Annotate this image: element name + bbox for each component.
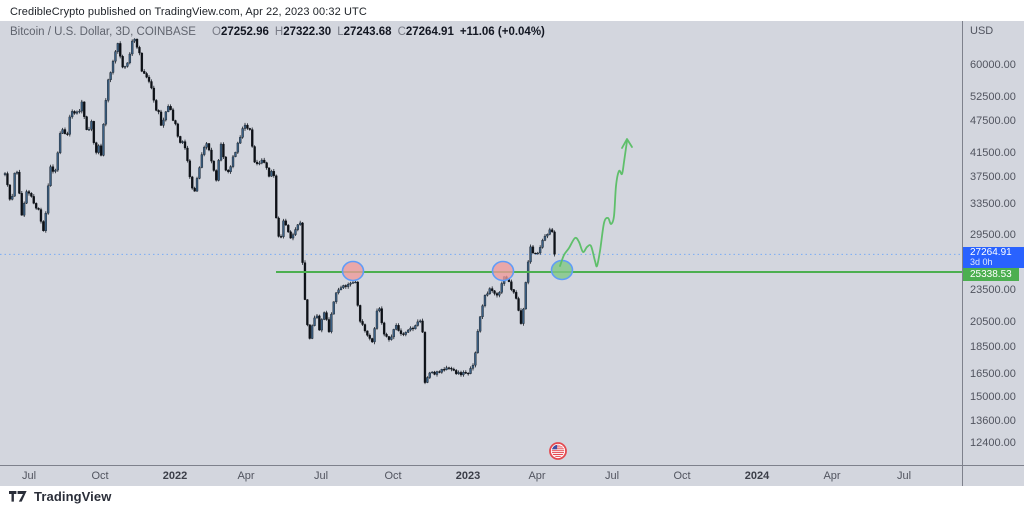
close-value: 27264.91 xyxy=(405,26,454,38)
open-label: O xyxy=(211,26,221,38)
current-price-value: 27264.91 xyxy=(970,247,1012,258)
candles-down xyxy=(6,38,556,383)
time-tick-label: Jul xyxy=(313,470,329,482)
time-tick-label: Jul xyxy=(604,470,620,482)
time-tick-label: Jul xyxy=(21,470,37,482)
price-tick-label: 16500.00 xyxy=(970,368,1016,381)
high-label: H xyxy=(274,26,284,38)
bar-countdown: 3d 0h xyxy=(970,257,993,267)
price-tick-label: 15000.00 xyxy=(970,391,1016,404)
publish-info: CredibleCrypto published on TradingView.… xyxy=(10,4,367,20)
price-tick-label: 12400.00 xyxy=(970,437,1016,449)
time-tick-label: Jul xyxy=(896,470,912,482)
projection-arrow[interactable] xyxy=(559,140,628,268)
time-tick-label: 2024 xyxy=(744,470,770,482)
time-tick-label: 2022 xyxy=(162,470,188,482)
time-tick-label: 2023 xyxy=(455,470,481,482)
tradingview-brand-text: TradingView xyxy=(34,489,112,504)
publish-text: CredibleCrypto published on TradingView.… xyxy=(10,6,367,18)
price-tick-label: 13600.00 xyxy=(970,414,1016,427)
level-touch-circle-1[interactable] xyxy=(341,260,365,282)
price-tick-label: 41500.00 xyxy=(970,147,1016,159)
level-touch-circle-3[interactable] xyxy=(550,259,574,281)
current-price-badge: 27264.91 3d 0h xyxy=(963,247,1024,268)
chart-plot-background xyxy=(0,21,1024,486)
change-value: +11.06 (+0.04%) xyxy=(459,26,545,38)
close-label: C xyxy=(397,26,406,38)
price-tick-label: 60000.00 xyxy=(970,58,1016,71)
low-value: 27243.68 xyxy=(343,26,392,38)
candles-up xyxy=(3,38,551,383)
price-tick-label: 18500.00 xyxy=(970,341,1016,353)
time-tick-label: Oct xyxy=(91,470,109,482)
level-price-badge: 25338.53 xyxy=(963,268,1019,281)
currency-axis-label: USD xyxy=(970,25,994,37)
symbol-title: Bitcoin / U.S. Dollar, 3D, COINBASE xyxy=(10,26,196,38)
time-tick-label: Oct xyxy=(673,470,691,482)
economic-event-flag-icon[interactable] xyxy=(549,442,567,460)
price-tick-label: 29500.00 xyxy=(970,228,1016,241)
price-tick-label: 47500.00 xyxy=(970,114,1016,127)
high-value: 27322.30 xyxy=(283,26,332,38)
time-tick-label: Apr xyxy=(528,470,546,482)
time-tick-label: Apr xyxy=(823,470,841,482)
tradingview-logo-icon xyxy=(9,491,27,502)
symbol-legend[interactable]: Bitcoin / U.S. Dollar, 3D, COINBASE O2725… xyxy=(10,26,545,39)
price-tick-label: 33500.00 xyxy=(970,198,1016,211)
time-tick-label: Oct xyxy=(384,470,402,482)
candle-wicks xyxy=(4,38,555,385)
price-tick-label: 23500.00 xyxy=(970,283,1016,296)
low-label: L xyxy=(337,26,344,38)
level-touch-circle-2[interactable] xyxy=(491,260,515,282)
projection-arrow-head xyxy=(621,138,633,149)
price-tick-label: 37500.00 xyxy=(970,171,1016,184)
open-value: 27252.96 xyxy=(220,26,269,38)
bottom-strip xyxy=(0,486,1024,512)
time-tick-label: Apr xyxy=(237,470,255,482)
price-tick-label: 20500.00 xyxy=(970,316,1016,329)
tradingview-attribution[interactable]: TradingView xyxy=(9,489,111,504)
price-tick-label: 52500.00 xyxy=(970,90,1016,103)
